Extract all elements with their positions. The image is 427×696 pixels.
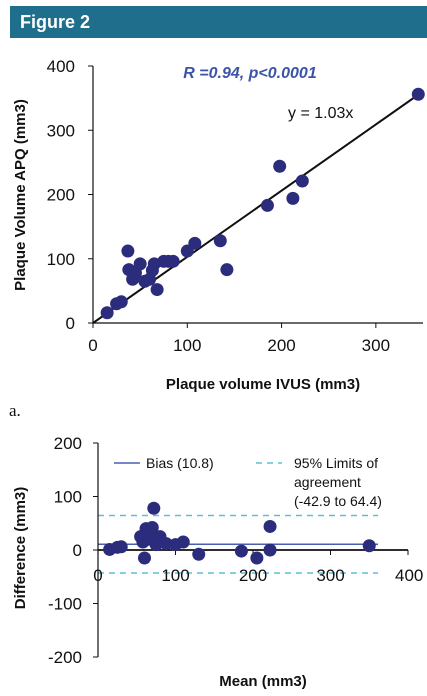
data-point <box>145 521 159 535</box>
data-point <box>121 244 135 258</box>
x-tick-label: 200 <box>267 336 295 355</box>
data-point <box>188 236 202 250</box>
data-point <box>286 191 300 205</box>
data-point <box>150 283 164 297</box>
data-point <box>411 87 425 101</box>
data-point <box>260 198 274 212</box>
data-point <box>263 519 277 533</box>
y-tick-label: 400 <box>47 57 75 76</box>
legend-loa-label-line1: 95% Limits of <box>294 455 378 471</box>
trendline-equation: y = 1.03x <box>288 105 353 122</box>
data-point <box>273 159 287 173</box>
y-tick-label: 200 <box>47 186 75 205</box>
figure-header: Figure 2 <box>0 0 427 43</box>
legend-loa-label-line3: (-42.9 to 64.4) <box>294 493 382 509</box>
data-point <box>220 263 234 277</box>
bland-altman-panel: Difference (mm3) Mean (mm3) -200 -100 0 100… <box>12 434 423 690</box>
x-tick-label: 0 <box>88 336 97 355</box>
legend-bias-label: Bias (10.8) <box>146 455 214 471</box>
data-point <box>166 254 180 268</box>
legend: Bias (10.8) 95% Limits of agreement (-42… <box>114 455 382 509</box>
y-tick-label: 300 <box>47 121 75 140</box>
trendline <box>92 90 424 324</box>
y-tick-label: 0 <box>66 314 75 333</box>
data-point <box>250 551 264 565</box>
correlation-annotation: R =0.94, p<0.0001 <box>183 65 317 82</box>
y-axis-title: Difference (mm3) <box>12 487 29 610</box>
x-tick-label: 0 <box>93 566 102 585</box>
y-axis-title: Plaque Volume APQ (mm3) <box>12 99 29 291</box>
y-tick-label: -200 <box>48 648 82 667</box>
x-axis-title: Mean (mm3) <box>219 673 307 690</box>
data-point <box>362 539 376 553</box>
data-point <box>176 535 190 549</box>
x-axis-title: Plaque volume IVUS (mm3) <box>166 376 360 393</box>
scatter-panel: Plaque Volume APQ (mm3) Plaque volume IV… <box>12 57 425 393</box>
x-tick-label: 300 <box>362 336 390 355</box>
data-point <box>138 551 151 565</box>
data-point <box>114 295 128 309</box>
data-point <box>192 547 206 561</box>
data-point <box>263 543 277 557</box>
data-point <box>100 306 114 320</box>
x-tick-label: 100 <box>161 566 189 585</box>
data-point <box>213 234 227 248</box>
x-tick-label: 200 <box>239 566 267 585</box>
y-tick-label: 100 <box>47 250 75 269</box>
figure-header-bar <box>10 6 427 38</box>
data-point <box>114 540 128 554</box>
data-point <box>133 257 147 271</box>
y-tick-label: 0 <box>73 541 82 560</box>
y-tick-label: -100 <box>48 595 82 614</box>
panel-label: a. <box>9 401 21 420</box>
x-tick-label: 100 <box>173 336 201 355</box>
y-tick-label: 100 <box>54 488 82 507</box>
data-point <box>234 544 248 558</box>
legend-loa-label-line2: agreement <box>294 474 361 490</box>
x-tick-label: 400 <box>395 566 423 585</box>
data-point <box>147 501 161 515</box>
data-point <box>295 174 309 188</box>
figure-title: Figure 2 <box>20 12 91 32</box>
y-tick-label: 200 <box>54 434 82 453</box>
x-tick-label: 300 <box>316 566 344 585</box>
